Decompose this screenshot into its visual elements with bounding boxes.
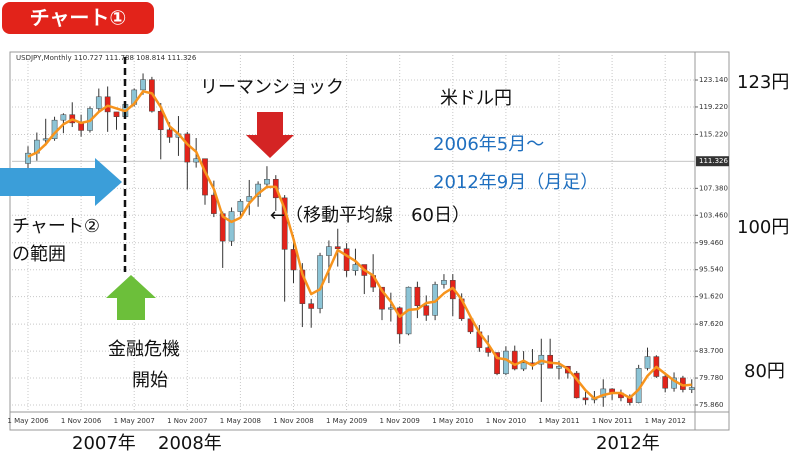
candle-body — [237, 201, 244, 212]
candle-body — [441, 280, 447, 285]
x-tick-label: 1 May 2007 — [114, 417, 155, 425]
candle-body — [264, 179, 270, 185]
annotation: 開始 — [132, 370, 168, 391]
candle-body — [573, 372, 580, 399]
x-tick-label: 1 Nov 2008 — [273, 417, 313, 425]
annotation: の範囲 — [12, 244, 66, 265]
candle-body — [644, 356, 651, 369]
x-tick-label: 1 Nov 2007 — [167, 417, 207, 425]
candle-body — [228, 211, 235, 242]
x-tick-label: 1 May 2010 — [432, 417, 473, 425]
price-marker-box — [696, 156, 729, 167]
annotation: 100円 — [737, 217, 789, 238]
annotation: 2012年9月（月足） — [433, 172, 598, 193]
candle-body — [193, 158, 200, 163]
x-tick-label: 1 May 2009 — [326, 417, 367, 425]
candle-body — [494, 352, 500, 375]
x-tick-label: 1 May 2006 — [7, 417, 49, 425]
chart-title: USDJPY,Monthly 110.727 111.788 108.814 1… — [16, 54, 197, 62]
y-tick-label: 115.220 — [699, 130, 728, 138]
annotation: リーマンショック — [200, 77, 344, 98]
y-tick-label: 75.860 — [699, 401, 724, 409]
header-badge — [2, 2, 154, 34]
candle-body — [503, 350, 509, 375]
y-tick-label: 79.780 — [699, 374, 724, 382]
candle-body — [343, 248, 350, 271]
y-tick-label: 95.540 — [699, 266, 724, 274]
candle-body — [60, 114, 67, 121]
candle-body — [95, 96, 102, 109]
y-tick-label: 83.700 — [699, 347, 724, 355]
x-tick-label: 1 May 2012 — [645, 417, 686, 425]
x-tick-label: 1 May 2011 — [538, 417, 579, 425]
candle-body — [388, 307, 394, 310]
candle-body — [511, 350, 518, 370]
annotation: 2008年 — [158, 433, 222, 454]
candle-body — [140, 79, 146, 91]
candle-body — [211, 194, 217, 214]
annotation: 2006年5月〜 — [433, 134, 544, 155]
candle-body — [166, 129, 173, 138]
candle-body — [582, 397, 589, 401]
candle-body — [104, 96, 111, 113]
candle-body — [379, 286, 385, 310]
moving-average-line — [27, 90, 692, 400]
candle-body — [334, 246, 341, 249]
candle-body — [556, 365, 562, 369]
annotation: 米ドル円 — [440, 88, 512, 109]
candle-body — [326, 246, 332, 256]
y-tick-label: 107.380 — [699, 184, 728, 192]
red-arrow — [246, 112, 294, 158]
plot: 123.140 119.220 115.220 107.380 103.460 99.46… — [7, 55, 729, 425]
header-title: チャート① — [30, 6, 127, 30]
y-tick-label: 119.220 — [699, 103, 728, 111]
annotation: 金融危機 — [108, 339, 180, 360]
annotation: 80円 — [744, 361, 785, 382]
candle-body — [157, 110, 164, 131]
chart-frame — [9, 51, 730, 431]
annotation: 2007年 — [72, 433, 136, 454]
candle-body — [113, 111, 120, 117]
candle-body — [308, 303, 315, 309]
candle-body — [184, 133, 191, 163]
candle-body — [290, 249, 297, 271]
x-tick-label: 1 Nov 2006 — [61, 417, 102, 425]
candle-body — [25, 152, 31, 164]
candle-body — [520, 362, 527, 370]
y-tick-label: 87.620 — [699, 320, 724, 328]
y-tick-label: 99.460 — [699, 239, 724, 247]
green-arrow — [106, 275, 156, 320]
x-tick-label: 1 Nov 2011 — [592, 417, 632, 425]
x-tick-label: 1 May 2008 — [220, 417, 261, 425]
y-tick-label: 91.620 — [699, 293, 724, 301]
candle-body — [317, 255, 323, 309]
annotation: ←（移動平均線 60日） — [270, 205, 470, 226]
candle-body — [414, 286, 421, 306]
y-tick-label: 103.460 — [699, 211, 728, 219]
x-tick-label: 1 Nov 2009 — [380, 417, 420, 425]
price-marker-label: 111.326 — [699, 157, 728, 165]
candle-body — [688, 387, 695, 390]
x-tick-label: 1 Nov 2010 — [486, 417, 526, 425]
candle-body — [352, 264, 359, 271]
annotation: 123円 — [737, 72, 789, 93]
blue-arrow — [0, 158, 122, 206]
candle-body — [423, 305, 430, 316]
candle-body — [662, 376, 669, 389]
annotation: チャート② — [12, 216, 100, 237]
candle-body — [42, 138, 49, 141]
candle-body — [600, 388, 607, 398]
candle-body — [396, 307, 403, 335]
y-tick-label: 123.140 — [699, 76, 728, 84]
candle-body — [281, 197, 288, 250]
annotation: 2012年 — [596, 433, 660, 454]
